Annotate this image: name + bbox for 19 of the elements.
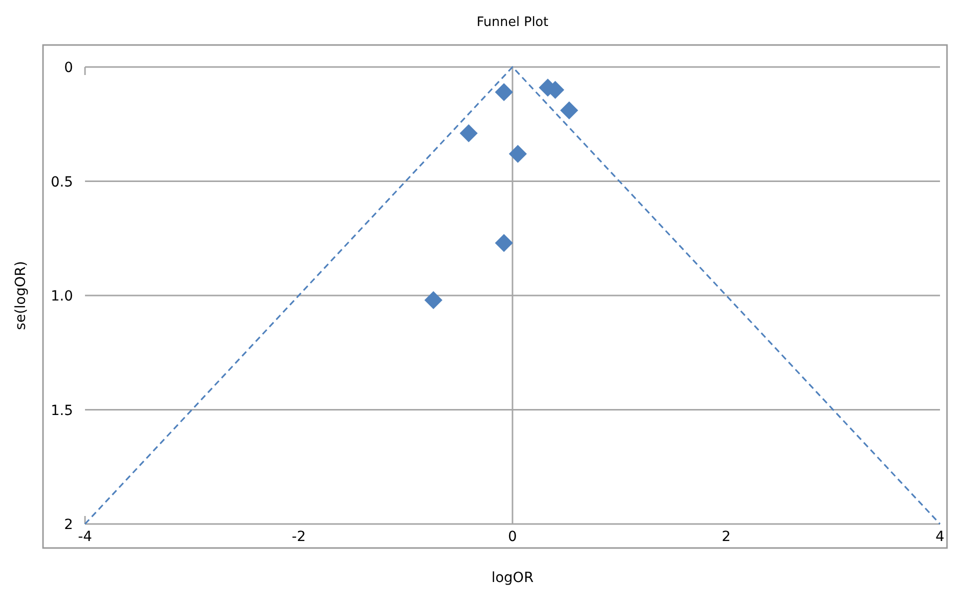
point: [460, 124, 478, 142]
point: [424, 291, 442, 310]
y-tick-label: 0.5: [50, 174, 73, 190]
y-tick-label: 2: [64, 517, 73, 533]
y-axis-title: se(logOR): [13, 261, 29, 330]
x-tick-label: 4: [936, 529, 945, 545]
x-axis-title: logOR: [491, 570, 534, 586]
x-tick-label: 0: [508, 529, 517, 545]
point: [494, 83, 513, 102]
x-tick-label: -4: [78, 529, 92, 545]
y-tick-label: 1.0: [50, 288, 73, 304]
x-tick-label: -2: [292, 529, 306, 545]
x-tick-label: 2: [722, 529, 731, 545]
y-tick-label: 1.5: [50, 402, 73, 419]
point: [560, 101, 578, 120]
y-tick-label: 0: [64, 60, 73, 76]
point: [508, 144, 527, 163]
point: [494, 234, 513, 252]
chart-title: Funnel Plot: [476, 15, 548, 30]
